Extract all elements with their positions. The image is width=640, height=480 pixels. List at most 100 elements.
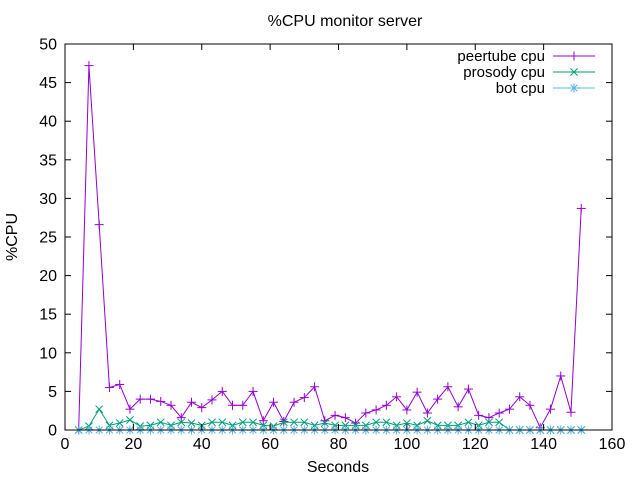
data-point-peertube-cpu — [186, 397, 196, 407]
data-point-peertube-cpu — [238, 400, 248, 410]
chart-title: %CPU monitor server — [268, 13, 423, 30]
data-point-peertube-cpu — [258, 416, 268, 426]
data-point-prosody-cpu — [464, 418, 473, 427]
ticks-layer: 0 20 40 60 80 100 120 140 160 0 5 10 15 20 25 30 35 40 45 5… — [39, 37, 625, 454]
x-tick-label: 60 — [261, 436, 279, 453]
x-axis-label: Seconds — [307, 459, 369, 476]
x-tick-label: 120 — [462, 436, 489, 453]
y-tick-label: 45 — [39, 75, 57, 92]
data-point-peertube-cpu — [248, 386, 258, 396]
data-point-peertube-cpu — [279, 417, 289, 427]
legend-marker — [570, 68, 578, 76]
data-point-peertube-cpu — [361, 408, 371, 418]
data-point-peertube-cpu — [330, 410, 340, 420]
data-point-peertube-cpu — [135, 394, 145, 404]
data-point-prosody-cpu — [320, 419, 329, 428]
data-point-peertube-cpu — [207, 395, 217, 405]
data-point-peertube-cpu — [371, 405, 381, 415]
series-peertube-cpu — [74, 61, 586, 435]
data-point-peertube-cpu — [525, 400, 535, 410]
data-point-peertube-cpu — [433, 394, 443, 404]
data-point-peertube-cpu — [474, 410, 484, 420]
y-tick-label: 25 — [39, 230, 57, 247]
data-point-peertube-cpu — [228, 400, 238, 410]
y-tick-label: 30 — [39, 191, 57, 208]
x-tick-label: 100 — [394, 436, 421, 453]
legend-label: peertube cpu — [457, 48, 545, 65]
data-point-peertube-cpu — [504, 404, 514, 414]
data-point-peertube-cpu — [484, 413, 494, 423]
x-tick-label: 40 — [193, 436, 211, 453]
y-tick-label: 10 — [39, 345, 57, 362]
legend-item-prosody-cpu: prosody cpu — [463, 64, 595, 81]
legend-label: prosody cpu — [463, 64, 545, 81]
data-point-peertube-cpu — [515, 392, 525, 402]
data-point-prosody-cpu — [382, 418, 391, 427]
data-point-prosody-cpu — [279, 418, 288, 427]
data-point-prosody-cpu — [156, 418, 165, 427]
data-point-peertube-cpu — [166, 400, 176, 410]
data-point-peertube-cpu — [556, 371, 566, 381]
data-point-peertube-cpu — [299, 393, 309, 403]
series-layer — [74, 61, 586, 435]
data-point-peertube-cpu — [576, 203, 586, 213]
data-point-peertube-cpu — [310, 382, 320, 392]
data-point-peertube-cpu — [84, 61, 94, 71]
data-point-peertube-cpu — [115, 379, 125, 389]
data-point-peertube-cpu — [104, 383, 114, 393]
x-tick-label: 80 — [330, 436, 348, 453]
data-point-peertube-cpu — [217, 386, 227, 396]
y-tick-label: 20 — [39, 268, 57, 285]
y-tick-label: 15 — [39, 307, 57, 324]
data-point-prosody-cpu — [95, 405, 104, 414]
plot-frame — [64, 43, 613, 431]
data-point-prosody-cpu — [187, 419, 196, 428]
y-tick-label: 40 — [39, 114, 57, 131]
data-point-peertube-cpu — [269, 397, 279, 407]
data-point-peertube-cpu — [392, 392, 402, 402]
data-point-peertube-cpu — [402, 405, 412, 415]
data-point-peertube-cpu — [197, 403, 207, 413]
data-point-peertube-cpu — [566, 407, 576, 417]
data-point-prosody-cpu — [208, 418, 216, 427]
data-point-peertube-cpu — [494, 408, 504, 418]
y-tick-label: 35 — [39, 152, 57, 169]
data-point-prosody-cpu — [177, 418, 186, 427]
data-point-prosody-cpu — [423, 416, 432, 425]
data-point-prosody-cpu — [249, 418, 257, 427]
legend-item-peertube-cpu: peertube cpu — [457, 48, 595, 65]
data-point-prosody-cpu — [402, 419, 411, 428]
data-point-peertube-cpu — [125, 404, 135, 414]
data-point-peertube-cpu — [443, 382, 453, 392]
data-point-prosody-cpu — [238, 418, 247, 427]
y-axis-label: %CPU — [4, 213, 21, 261]
data-point-prosody-cpu — [126, 416, 134, 424]
data-point-prosody-cpu — [495, 418, 504, 427]
legend-label: bot cpu — [496, 80, 545, 97]
x-tick-label: 20 — [124, 436, 142, 453]
data-point-prosody-cpu — [484, 418, 493, 427]
data-point-peertube-cpu — [453, 402, 463, 412]
data-point-peertube-cpu — [289, 397, 299, 407]
y-tick-label: 50 — [39, 37, 57, 54]
data-point-peertube-cpu — [412, 387, 422, 397]
x-tick-label: 0 — [61, 436, 70, 453]
data-point-peertube-cpu — [463, 384, 473, 394]
data-point-prosody-cpu — [372, 418, 381, 427]
data-point-peertube-cpu — [340, 413, 350, 423]
data-point-peertube-cpu — [381, 400, 391, 410]
legend-marker — [569, 83, 579, 93]
y-tick-label: 5 — [48, 384, 57, 401]
data-point-prosody-cpu — [290, 418, 299, 427]
legend-marker — [569, 51, 579, 61]
y-tick-label: 0 — [48, 423, 57, 440]
x-tick-label: 160 — [599, 436, 626, 453]
data-point-prosody-cpu — [218, 418, 227, 427]
data-point-peertube-cpu — [545, 404, 555, 414]
data-point-prosody-cpu — [300, 418, 309, 427]
series-line-peertube-cpu — [78, 65, 582, 431]
data-point-peertube-cpu — [156, 396, 166, 406]
legend-item-bot-cpu: bot cpu — [496, 80, 595, 97]
